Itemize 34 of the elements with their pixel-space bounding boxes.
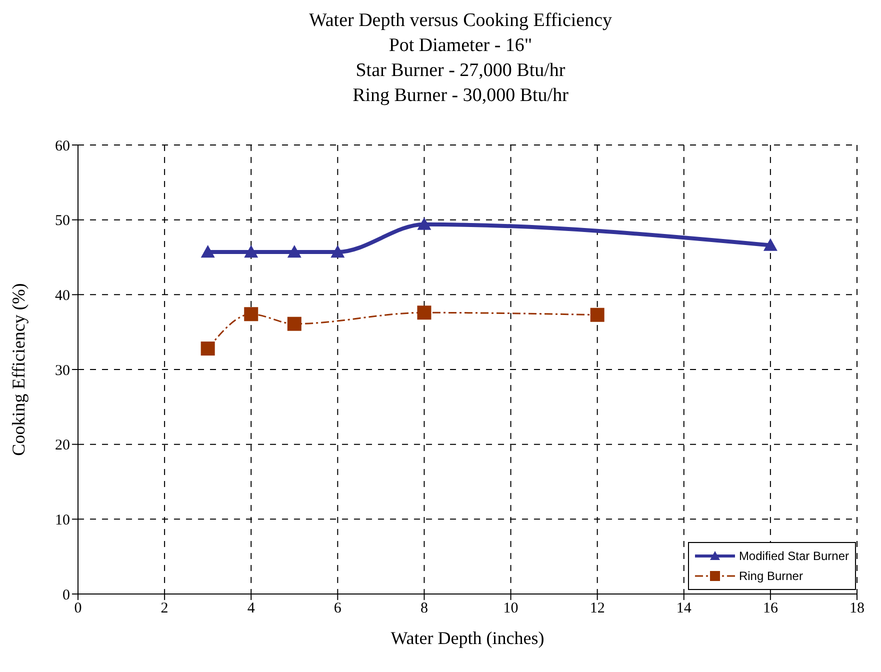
x-tick-label: 0 [74, 600, 82, 617]
y-tick-label: 30 [55, 362, 70, 379]
legend-label: Ring Burner [738, 569, 803, 583]
x-tick-label: 10 [503, 600, 518, 617]
point [244, 307, 258, 322]
chart-subtitle: Pot Diameter - 16" Star Burner - 27,000 Btu/hr Ring Burner - 30,000 Btu/hr [352, 34, 570, 108]
point [590, 308, 604, 322]
y-tick-label: 0 [62, 587, 70, 604]
x-tick-label: 16 [762, 600, 778, 617]
x-tick-label: 8 [420, 600, 428, 617]
x-tick-label: 4 [247, 600, 256, 617]
point [330, 245, 345, 258]
x-tick-label: 2 [160, 600, 168, 617]
x-axis-title: Water Depth (inches) [390, 628, 544, 648]
point [287, 245, 302, 258]
y-tick-label: 10 [55, 512, 70, 528]
x-tick-label: 12 [590, 600, 605, 617]
point [417, 306, 432, 320]
point [200, 342, 215, 356]
legend-label: Modified Star Burner [738, 549, 849, 563]
chart-title: Water Depth versus Cooking Efficiency [308, 9, 614, 33]
x-tick-label: 6 [334, 600, 342, 617]
y-tick-label: 40 [55, 288, 70, 304]
x-tick-label: 18 [850, 600, 864, 617]
point [417, 217, 432, 230]
point [287, 316, 302, 331]
y-axis-title: Cooking Efficiency (%) [8, 283, 28, 456]
y-tick-label: 50 [55, 213, 70, 230]
point [200, 245, 215, 258]
x-tick-label: 14 [676, 600, 692, 617]
point [244, 245, 258, 258]
point [763, 238, 778, 251]
y-tick-label: 20 [55, 438, 70, 454]
y-tick-label: 60 [55, 138, 70, 154]
